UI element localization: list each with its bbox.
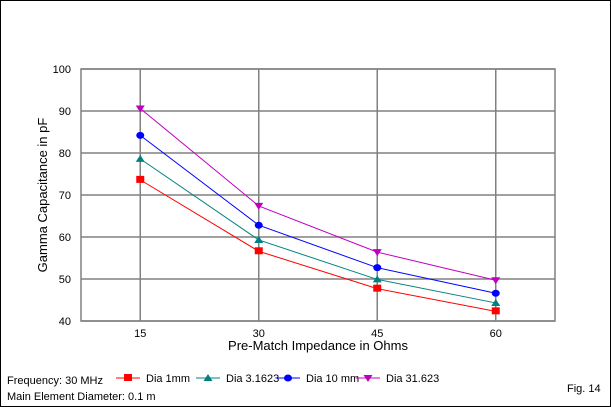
y-tick-label: 40 [59, 316, 71, 328]
data-point [373, 264, 382, 272]
data-point [372, 249, 382, 257]
series-line-0 [139, 179, 496, 312]
frequency-note: Frequency: 30 MHz [7, 375, 103, 387]
x-tick-label: 30 [253, 328, 265, 340]
series-line-3 [139, 108, 496, 281]
data-point [254, 235, 264, 243]
diameter-note: Main Element Diameter: 0.1 m [7, 391, 156, 403]
data-point [491, 298, 501, 306]
y-tick-label: 60 [59, 232, 71, 244]
data-point [254, 247, 263, 255]
y-axis-label: Gamma Capacitance in pF [35, 118, 50, 273]
y-tick-label: 50 [59, 274, 71, 286]
legend-label: Dia 31.623 [386, 373, 439, 385]
data-point [491, 307, 500, 315]
legend-label: Dia 10 mm [306, 373, 359, 385]
data-point [491, 289, 500, 297]
data-point [254, 221, 263, 229]
data-point [135, 105, 145, 113]
data-point [491, 277, 501, 285]
y-tick-label: 90 [59, 106, 71, 118]
figure-label: Fig. 14 [567, 383, 601, 395]
x-tick-label: 45 [371, 328, 383, 340]
data-point [254, 202, 264, 210]
y-tick-label: 80 [59, 148, 71, 160]
legend-marker [363, 375, 373, 382]
series-line-1 [139, 158, 496, 304]
data-point [136, 175, 145, 183]
x-tick-label: 60 [490, 328, 502, 340]
y-tick-label: 100 [53, 64, 71, 76]
data-point [373, 284, 382, 292]
legend-marker [284, 374, 292, 382]
data-point [372, 275, 382, 283]
data-point [136, 131, 145, 139]
legend-marker [203, 374, 213, 381]
data-point [135, 154, 145, 162]
legend-label: Dia 1mm [146, 373, 190, 385]
legend-label: Dia 3.1623 [226, 373, 279, 385]
series-line-2 [139, 134, 496, 294]
x-axis-label: Pre-Match Impedance in Ohms [228, 338, 408, 353]
legend-marker [124, 374, 132, 381]
x-tick-label: 15 [134, 328, 146, 340]
y-tick-label: 70 [59, 190, 71, 202]
